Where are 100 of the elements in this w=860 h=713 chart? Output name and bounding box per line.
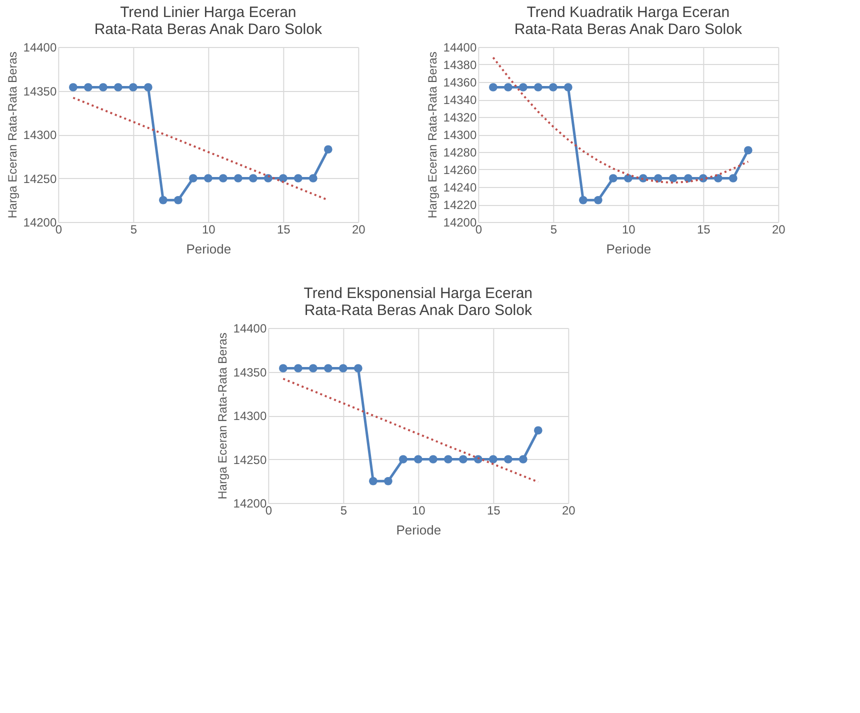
point <box>458 455 468 464</box>
y-tick-label: 14340 <box>443 93 477 107</box>
x-tick-label: 10 <box>202 222 216 236</box>
point <box>354 364 362 372</box>
point <box>728 174 738 182</box>
y-tick-label: 14300 <box>443 128 477 142</box>
y-tick-label: 14400 <box>233 322 267 336</box>
point <box>518 455 528 464</box>
point <box>324 145 332 154</box>
y-tick-label: 14300 <box>233 409 267 423</box>
point <box>624 174 632 182</box>
text: Rata-Rata Beras Anak Daro Solok <box>304 302 532 319</box>
y-tick-label: 14250 <box>23 172 57 186</box>
point <box>308 174 318 182</box>
y-tick-label: 14220 <box>443 198 477 212</box>
point <box>534 426 542 435</box>
y-tick-label: 14380 <box>443 58 477 72</box>
x-axis-title: Periode <box>396 522 442 538</box>
point <box>98 83 108 92</box>
point <box>684 174 692 182</box>
point <box>474 455 482 464</box>
y-tick-label: 14200 <box>443 216 477 230</box>
point <box>128 83 138 92</box>
point <box>398 455 408 464</box>
x-tick-label: 20 <box>772 222 786 236</box>
point <box>144 83 152 92</box>
x-tick-label: 15 <box>276 222 291 236</box>
point <box>654 174 662 182</box>
y-axis-title: Harga Eceran Rata-Rata Beras <box>5 52 20 218</box>
x-axis-title: Periode <box>606 242 652 256</box>
y-axis-title: Harga Eceran Rata-Rata Beras <box>425 52 440 218</box>
y-tick-label: 14260 <box>443 163 477 177</box>
point <box>294 174 302 182</box>
x-tick-label: 10 <box>622 222 636 236</box>
x-tick-label: 5 <box>130 222 138 236</box>
x-tick-label: 15 <box>696 222 711 236</box>
x-tick-label: 5 <box>340 504 348 518</box>
x-tick-label: 5 <box>550 222 558 236</box>
point <box>504 455 512 464</box>
point <box>578 196 588 204</box>
x-tick-label: 20 <box>352 222 366 236</box>
point <box>428 455 438 464</box>
point <box>564 83 572 92</box>
point <box>668 174 678 182</box>
y-tick-label: 14300 <box>23 128 57 142</box>
x-tick-label: 15 <box>486 504 501 518</box>
y-tick-label: 14350 <box>23 84 57 98</box>
point <box>174 196 182 204</box>
point <box>714 174 722 182</box>
y-tick-label: 14240 <box>443 180 477 194</box>
y-tick-label: 14320 <box>443 110 477 124</box>
y-tick-label: 14280 <box>443 146 477 160</box>
point <box>248 174 258 182</box>
point <box>308 364 318 372</box>
y-tick-label: 14350 <box>233 365 267 380</box>
point <box>338 364 348 372</box>
point <box>504 83 512 92</box>
point <box>444 455 452 464</box>
point <box>218 174 228 182</box>
point <box>294 364 302 372</box>
point <box>204 174 212 182</box>
x-tick-label: 10 <box>412 504 426 518</box>
y-tick-label: 14200 <box>233 496 267 510</box>
point <box>278 364 288 372</box>
point <box>368 476 378 486</box>
point <box>548 83 558 92</box>
text: Trend Linier Harga Eceran <box>120 4 296 21</box>
point <box>518 83 528 92</box>
y-tick-label: 14400 <box>23 40 57 54</box>
point <box>278 174 288 182</box>
text: Trend Kuadratik Harga Eceran <box>526 4 730 21</box>
x-tick-label: 20 <box>562 504 576 518</box>
point <box>264 174 272 182</box>
y-tick-label: 14400 <box>443 40 477 54</box>
point <box>234 174 242 182</box>
point <box>68 83 78 92</box>
point <box>534 83 542 92</box>
point <box>84 83 92 92</box>
x-axis-title: Periode <box>186 242 232 256</box>
point <box>188 174 198 182</box>
point <box>608 174 618 182</box>
point <box>158 196 168 204</box>
line-series <box>492 56 750 184</box>
y-tick-label: 14200 <box>23 216 57 230</box>
x-tick-label: 0 <box>265 504 272 518</box>
text: Trend Eksponensial Harga Eceran <box>304 285 533 302</box>
y-tick-label: 14250 <box>233 452 267 467</box>
text: Rata-Rata Beras Anak Daro Solok <box>94 21 322 38</box>
point <box>414 455 422 464</box>
x-tick-label: 0 <box>55 222 62 236</box>
point <box>384 476 392 486</box>
point <box>488 83 498 92</box>
y-tick-label: 14360 <box>443 76 477 90</box>
line-series <box>282 378 540 483</box>
point <box>324 364 332 372</box>
text: Rata-Rata Beras Anak Daro Solok <box>514 21 742 38</box>
point <box>114 83 122 92</box>
point <box>744 146 752 154</box>
y-axis-title: Harga Eceran Rata-Rata Beras <box>215 332 230 500</box>
x-tick-label: 0 <box>475 222 482 236</box>
